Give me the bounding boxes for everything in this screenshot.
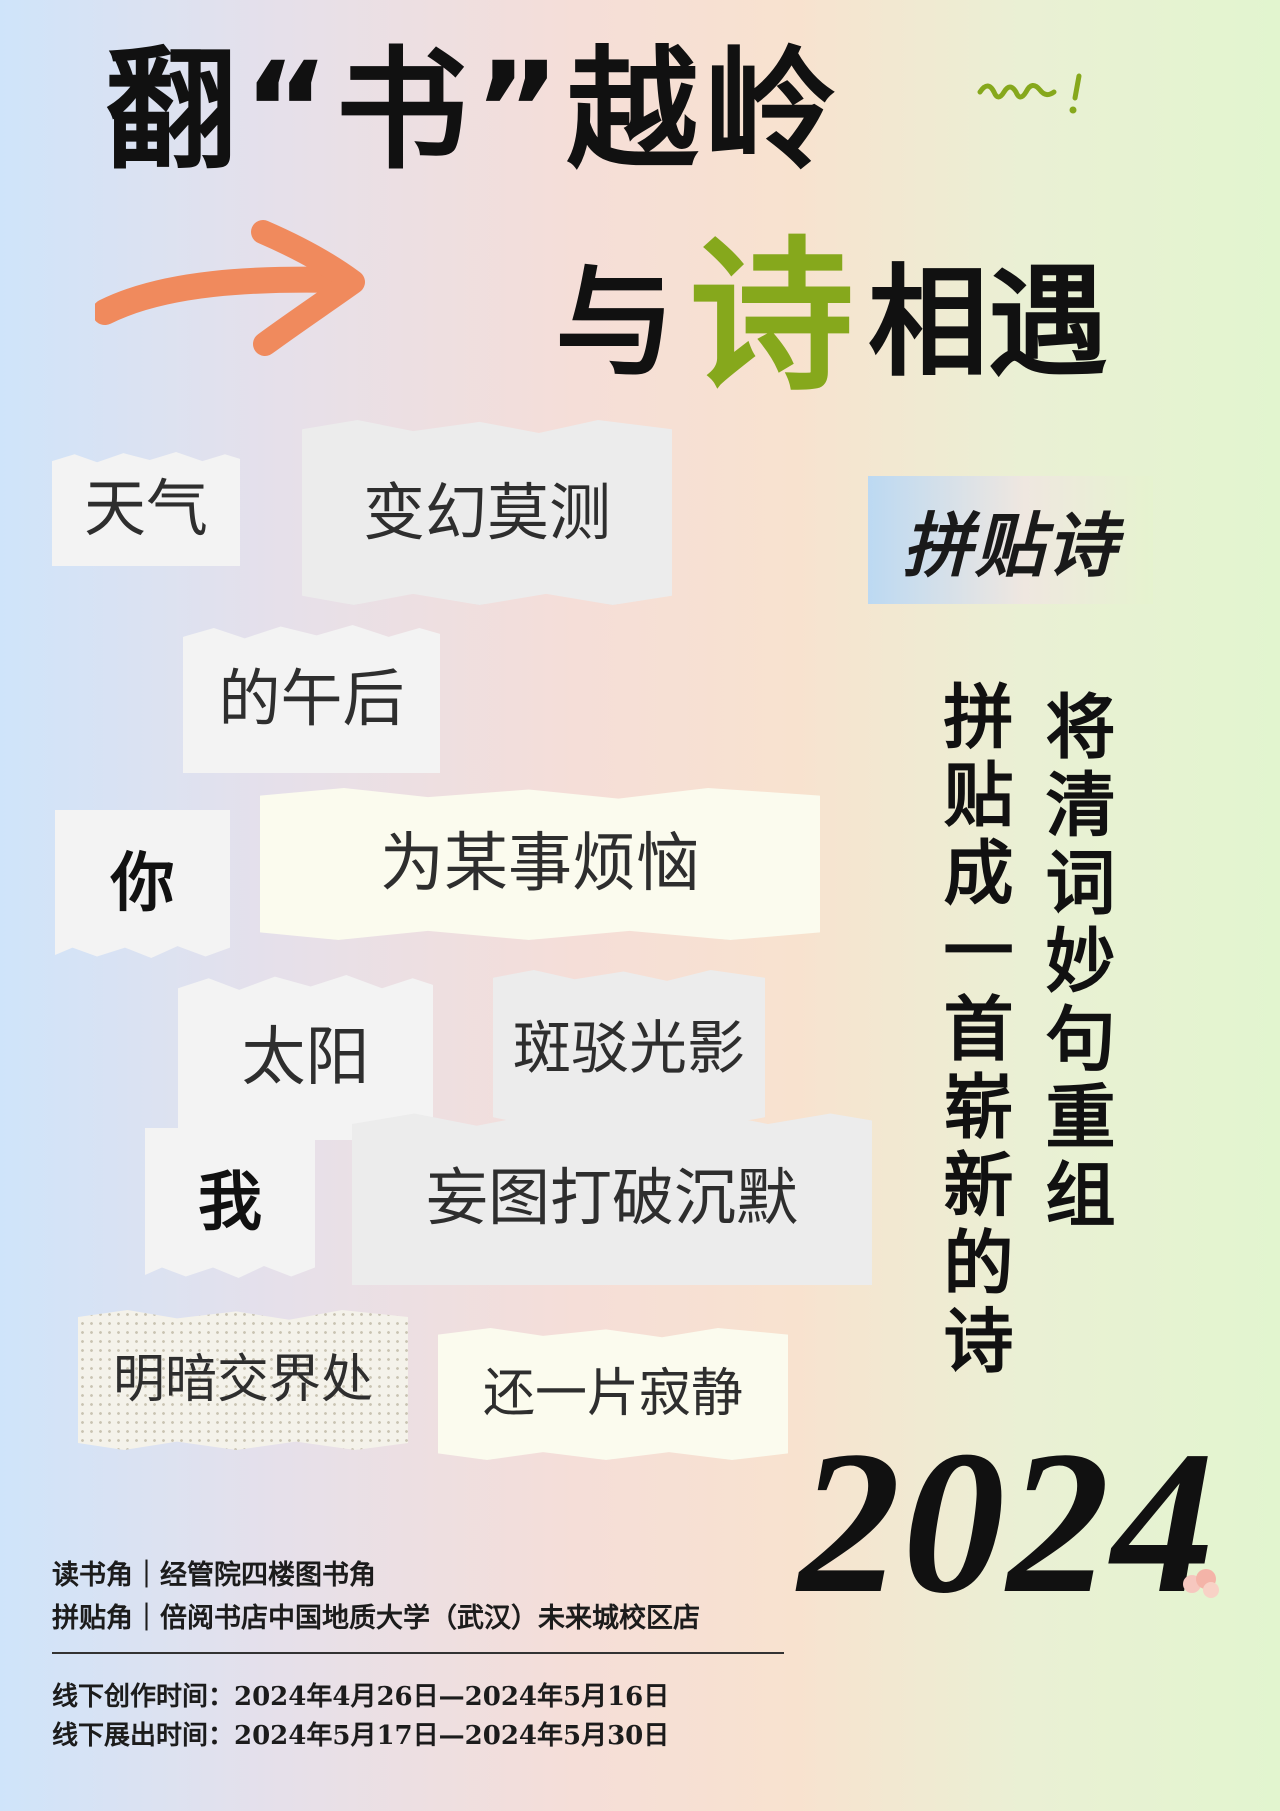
poem-fragment: 天气 <box>52 452 240 566</box>
location-collage-corner: 拼贴角｜倍阅书店中国地质大学（武汉）未来城校区店 <box>52 1603 700 1634</box>
poem-fragment: 为某事烦恼 <box>260 788 820 940</box>
title-word-yu: 与 <box>555 254 675 393</box>
vertical-line-1: 将清词妙句重组 <box>1034 690 1117 1236</box>
location-reading-corner: 读书角｜经管院四楼图书角 <box>52 1560 376 1591</box>
title-line-1: 翻“书”越岭 <box>105 34 843 188</box>
title-line-2: 与诗 相遇 <box>555 235 1108 400</box>
flower-decoration-icon <box>1183 1569 1219 1598</box>
doodle-squiggle-icon <box>977 73 1082 114</box>
collage-poem-tag: 拼贴诗 <box>868 476 1153 604</box>
vertical-line-2: 拼贴成一首崭新的诗 <box>932 680 1015 1382</box>
creation-time: 线下创作时间：2024年4月26日—2024年5月16日 <box>52 1682 670 1712</box>
year: 2024 <box>798 1409 1216 1636</box>
title-word-xiangyu: 相遇 <box>868 254 1108 393</box>
poem-fragment: 的午后 <box>183 625 440 773</box>
poem-fragment: 斑驳光影 <box>493 970 765 1125</box>
exhibition-time: 线下展出时间：2024年5月17日—2024年5月30日 <box>52 1721 670 1751</box>
poem-fragment: 你 <box>55 810 230 958</box>
poem-fragment: 还一片寂静 <box>438 1328 788 1460</box>
poem-fragment: 妄图打破沉默 <box>352 1110 872 1285</box>
poem-fragment: 太阳 <box>178 975 433 1140</box>
arrow-right-icon <box>95 220 365 356</box>
title-highlight-shi: 诗 <box>689 221 854 413</box>
poem-fragment: 我 <box>145 1128 315 1278</box>
divider <box>52 1652 784 1654</box>
poem-fragment: 明暗交界处 <box>78 1310 408 1450</box>
poem-fragment: 变幻莫测 <box>302 420 672 605</box>
